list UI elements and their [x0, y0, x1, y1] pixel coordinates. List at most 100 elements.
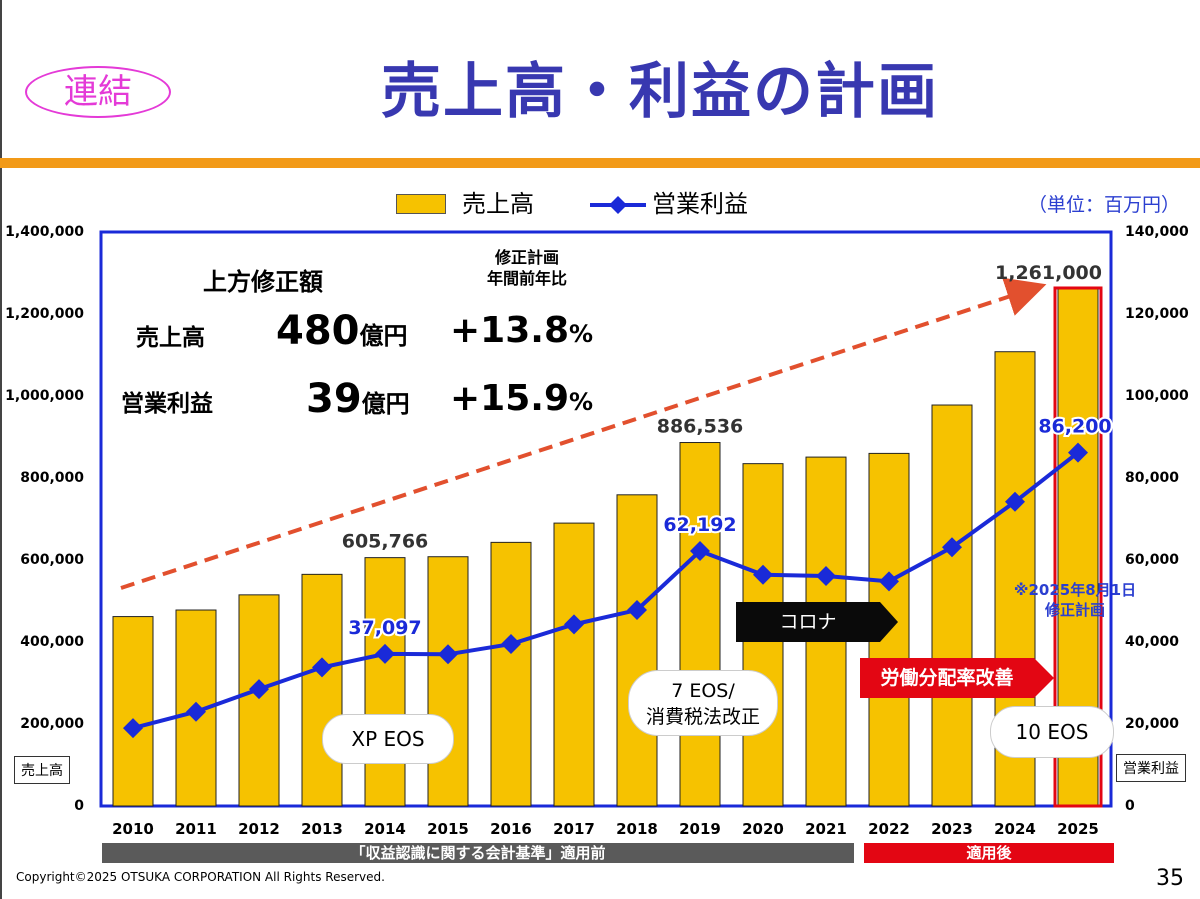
labor-banner-text: 労働分配率改善 [880, 667, 1014, 689]
legend-bar-swatch [396, 194, 446, 214]
left-axis-label: 売上高 [14, 756, 70, 784]
profit-label-2025: 86,200 [1038, 416, 1111, 438]
profit-label-2014: 37,097 [348, 617, 421, 639]
profit-point-2015 [438, 644, 458, 665]
legend-bar-label: 売上高 [462, 190, 534, 218]
year-label-2025: 2025 [1057, 820, 1099, 838]
revised-plan-note: ※2025年8月1日 修正計画 [990, 580, 1160, 620]
info-row2-value: 39億円 [306, 376, 410, 422]
info-column-heading-line1: 修正計画 [494, 248, 559, 267]
year-label-2018: 2018 [616, 820, 658, 838]
sales-bar-2013 [301, 573, 343, 807]
info-row2-pct-sign: % [569, 388, 594, 416]
right-axis-tick: 0 [1125, 798, 1135, 814]
profit-point-2024 [1005, 491, 1025, 512]
right-axis-tick: 140,000 [1125, 224, 1189, 240]
header-divider [0, 158, 1200, 168]
left-axis-tick: 800,000 [20, 470, 84, 486]
left-axis-tick: 400,000 [20, 634, 84, 650]
right-axis-tick: 60,000 [1125, 552, 1180, 568]
year-label-2016: 2016 [490, 820, 532, 838]
info-row2-unit: 億円 [361, 390, 410, 418]
right-axis-label: 営業利益 [1116, 754, 1186, 782]
info-row2-pct: +15.9% [450, 378, 593, 419]
year-label-2020: 2020 [742, 820, 784, 838]
year-label-2024: 2024 [994, 820, 1036, 838]
profit-point-2020 [753, 564, 773, 585]
left-axis-tick: 1,200,000 [5, 306, 84, 322]
before-standard-bar: 「収益認識に関する会計基準」適用前 [102, 843, 854, 863]
left-axis-tick: 200,000 [20, 716, 84, 732]
profit-point-2012 [249, 679, 269, 700]
sales-bar-2014 [364, 557, 406, 807]
sales-bar-2012 [238, 594, 280, 807]
consolidated-badge: 連結 [25, 66, 171, 118]
slide-title: 売上高・利益の計画 [381, 57, 939, 127]
profit-point-2022 [879, 571, 899, 592]
win10-eos-callout: 10 EOS [990, 706, 1114, 758]
info-row1-pct-value: +13.8 [450, 310, 569, 351]
sales-bar-2023 [931, 404, 973, 807]
covid-banner-text: コロナ [779, 611, 837, 633]
growth-trend-arrow [120, 277, 1047, 590]
info-row1-unit: 億円 [359, 322, 408, 350]
info-row1-label: 売上高 [136, 325, 205, 351]
sales-bar-highlight [1053, 286, 1103, 808]
plot-frame [99, 230, 1113, 808]
legend-line-swatch [590, 196, 646, 214]
right-axis-tick: 40,000 [1125, 634, 1180, 650]
operating-profit-line [132, 451, 1080, 731]
year-label-2015: 2015 [427, 820, 469, 838]
legend-line-label: 営業利益 [652, 190, 748, 218]
info-row2-amount: 39 [306, 376, 362, 422]
sales-label-2025: 1,261,000 [995, 262, 1102, 284]
info-column-heading: 修正計画 年間前年比 [462, 247, 592, 289]
profit-point-2021 [816, 565, 836, 586]
sales-bar-2015 [427, 556, 469, 807]
profit-point-2019 [690, 541, 710, 562]
year-label-2014: 2014 [364, 820, 406, 838]
profit-label-2019: 62,192 [663, 514, 736, 536]
sales-bar-2018 [616, 494, 658, 807]
revised-plan-note-line2: 修正計画 [1044, 601, 1105, 619]
profit-point-2010 [123, 718, 143, 739]
profit-point-2013 [312, 657, 332, 678]
profit-point-2016 [501, 634, 521, 655]
win7-eos-line1: 7 EOS/ [671, 680, 735, 702]
year-label-2010: 2010 [112, 820, 154, 838]
profit-point-2025 [1068, 442, 1088, 463]
year-label-2019: 2019 [679, 820, 721, 838]
sales-bar-2010 [112, 616, 154, 807]
profit-point-2023 [942, 537, 962, 558]
profit-point-2017 [564, 614, 584, 635]
right-axis-tick: 100,000 [1125, 388, 1189, 404]
info-row2-label: 営業利益 [121, 391, 213, 417]
year-label-2012: 2012 [238, 820, 280, 838]
sales-label-2019: 886,536 [657, 416, 744, 438]
after-standard-bar: 適用後 [864, 843, 1114, 863]
xp-eos-callout: XP EOS [322, 714, 454, 764]
slide-left-border [0, 0, 2, 899]
win7-eos-callout: 7 EOS/ 消費税法改正 [628, 670, 778, 736]
unit-label: （単位：百万円） [1027, 194, 1180, 216]
year-label-2022: 2022 [868, 820, 910, 838]
info-row1-pct: +13.8% [450, 310, 593, 351]
covid-banner [736, 602, 898, 642]
profit-point-2014 [375, 643, 395, 664]
sales-bar-2017 [553, 522, 595, 807]
sales-bar-2019 [679, 442, 721, 807]
info-row2-pct-value: +15.9 [450, 378, 569, 419]
year-label-2011: 2011 [175, 820, 217, 838]
right-axis-tick: 80,000 [1125, 470, 1180, 486]
win7-eos-line2: 消費税法改正 [645, 706, 760, 728]
year-label-2017: 2017 [553, 820, 595, 838]
profit-point-2018 [627, 600, 647, 621]
sales-bar-2016 [490, 541, 532, 807]
sales-label-2014: 605,766 [342, 531, 429, 553]
copyright: Copyright©2025 OTSUKA CORPORATION All Ri… [16, 870, 385, 884]
left-axis-tick: 0 [74, 798, 84, 814]
info-row1-pct-sign: % [569, 320, 594, 348]
right-axis-tick: 120,000 [1125, 306, 1189, 322]
page-number: 35 [1156, 866, 1184, 891]
